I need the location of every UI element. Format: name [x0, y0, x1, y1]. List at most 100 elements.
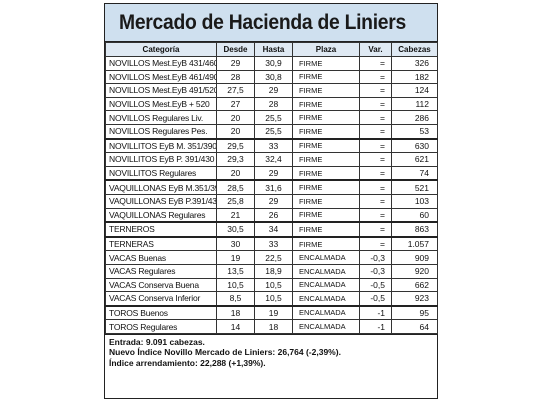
cell-var: =	[359, 96, 392, 112]
cell-cabezas: 95	[391, 304, 438, 321]
table-row: TERNERAS 30 33 FIRME = 1.057	[105, 235, 438, 252]
cell-cabezas: 621	[391, 152, 438, 167]
prices-table: Categoría Desde Hasta Plaza Var. Cabezas…	[105, 42, 438, 334]
cell-categoria: NOVILLOS Mest.EyB 491/520	[105, 83, 217, 98]
table-row: NOVILLOS Regulares Liv. 20 25,5 FIRME = 286	[105, 110, 438, 125]
table-row: VACAS Conserva Buena 10,5 10,5 ENCALMADA -0,…	[105, 277, 438, 293]
market-report-panel: Mercado de Hacienda de Liniers Categoría…	[104, 3, 438, 399]
cell-hasta: 25,5	[254, 123, 293, 140]
table-row: TOROS Regulares 14 18 ENCALMADA -1 64	[105, 319, 438, 334]
cell-desde: 30,5	[216, 221, 255, 238]
cell-categoria: NOVILLITOS EyB M. 351/390	[105, 137, 217, 154]
header-desde: Desde	[216, 42, 255, 57]
cell-var: =	[359, 165, 392, 181]
cell-categoria: TERNEROS	[105, 221, 217, 238]
header-hasta: Hasta	[254, 42, 293, 57]
cell-plaza: FIRME	[292, 83, 360, 98]
cell-categoria: TOROS Buenos	[105, 304, 217, 321]
cell-categoria: NOVILLOS Regulares Liv.	[105, 110, 217, 125]
table-header-row: Categoría Desde Hasta Plaza Var. Cabezas	[105, 42, 438, 57]
cell-desde: 28	[216, 69, 255, 85]
cell-plaza: ENCALMADA	[292, 304, 360, 321]
table-row: NOVILLOS Regulares Pes. 20 25,5 FIRME = 53	[105, 123, 438, 140]
cell-var: =	[359, 207, 392, 223]
header-plaza: Plaza	[292, 42, 360, 57]
cell-var: -1	[359, 304, 392, 321]
table-body: NOVILLOS Mest.EyB 431/460 29 30,9 FIRME = 326…	[105, 56, 438, 334]
cell-var: =	[359, 221, 392, 238]
table-row: NOVILLITOS EyB M. 351/390 29,5 33 FIRME = 630	[105, 137, 438, 154]
header-var: Var.	[359, 42, 392, 57]
cell-var: =	[359, 193, 392, 209]
cell-plaza: FIRME	[292, 69, 360, 85]
cell-hasta: 32,4	[254, 152, 293, 167]
cell-hasta: 19	[254, 304, 293, 321]
footer-indice-novillo: Nuevo Índice Novillo Mercado de Liniers:…	[109, 347, 341, 358]
cell-categoria: NOVILLOS Mest.EyB 431/460	[105, 56, 217, 71]
cell-desde: 10,5	[216, 277, 255, 293]
cell-cabezas: 74	[391, 165, 438, 181]
header-categoria: Categoría	[105, 42, 217, 57]
cell-hasta: 25,5	[254, 110, 293, 125]
table-row: NOVILLOS Mest.EyB 491/520 27,5 29 FIRME = 124	[105, 83, 438, 98]
cell-hasta: 22,5	[254, 250, 293, 265]
cell-var: -1	[359, 319, 392, 334]
cell-plaza: FIRME	[292, 110, 360, 125]
cell-var: =	[359, 123, 392, 140]
cell-plaza: FIRME	[292, 165, 360, 181]
cell-cabezas: 521	[391, 179, 438, 195]
cell-var: -0,3	[359, 263, 392, 279]
cell-desde: 29,3	[216, 152, 255, 167]
cell-var: =	[359, 69, 392, 85]
cell-plaza: FIRME	[292, 193, 360, 209]
table-row: VACAS Regulares 13,5 18,9 ENCALMADA -0,3 920	[105, 263, 438, 279]
cell-cabezas: 60	[391, 207, 438, 223]
cell-desde: 13,5	[216, 263, 255, 279]
cell-desde: 27,5	[216, 83, 255, 98]
cell-var: -0,5	[359, 277, 392, 293]
cell-desde: 8,5	[216, 291, 255, 307]
table-row: NOVILLITOS EyB P. 391/430 29,3 32,4 FIRME = 6…	[105, 152, 438, 167]
cell-var: =	[359, 137, 392, 154]
cell-desde: 25,8	[216, 193, 255, 209]
cell-plaza: FIRME	[292, 56, 360, 71]
cell-desde: 28,5	[216, 179, 255, 195]
cell-var: =	[359, 110, 392, 125]
cell-plaza: ENCALMADA	[292, 291, 360, 307]
table-row: NOVILLOS Mest.EyB 431/460 29 30,9 FIRME = 326	[105, 56, 438, 71]
cell-categoria: VAQUILLONAS EyB M.351/390	[105, 179, 217, 195]
report-title: Mercado de Hacienda de Liniers	[105, 4, 437, 42]
cell-categoria: NOVILLITOS Regulares	[105, 165, 217, 181]
cell-categoria: NOVILLITOS EyB P. 391/430	[105, 152, 217, 167]
footer-entrada: Entrada: 9.091 cabezas.	[109, 336, 205, 347]
table-row: VACAS Conserva Inferior 8,5 10,5 ENCALMADA -…	[105, 291, 438, 307]
cell-plaza: ENCALMADA	[292, 263, 360, 279]
cell-plaza: FIRME	[292, 179, 360, 195]
cell-cabezas: 53	[391, 123, 438, 140]
cell-hasta: 10,5	[254, 291, 293, 307]
cell-categoria: VAQUILLONAS Regulares	[105, 207, 217, 223]
cell-hasta: 18	[254, 319, 293, 334]
cell-desde: 29,5	[216, 137, 255, 154]
cell-desde: 19	[216, 250, 255, 265]
cell-cabezas: 112	[391, 96, 438, 112]
cell-desde: 29	[216, 56, 255, 71]
table-row: NOVILLOS Mest.EyB 461/490 28 30,8 FIRME = 182	[105, 69, 438, 85]
report-footer: Entrada: 9.091 cabezas. Nuevo Índice Nov…	[105, 333, 437, 371]
cell-plaza: FIRME	[292, 123, 360, 140]
cell-categoria: VACAS Conserva Buena	[105, 277, 217, 293]
cell-plaza: FIRME	[292, 137, 360, 154]
cell-plaza: FIRME	[292, 96, 360, 112]
table-row: VAQUILLONAS EyB P.391/430 25,8 29 FIRME = 103	[105, 193, 438, 209]
cell-hasta: 31,6	[254, 179, 293, 195]
cell-hasta: 10,5	[254, 277, 293, 293]
table-row: NOVILLOS Mest.EyB + 520 27 28 FIRME = 112	[105, 96, 438, 112]
footer-indice-arrendamiento: Índice arrendamiento: 22,288 (+1,39%).	[109, 357, 266, 368]
cell-desde: 20	[216, 123, 255, 140]
cell-var: =	[359, 152, 392, 167]
cell-categoria: NOVILLOS Regulares Pes.	[105, 123, 217, 140]
cell-hasta: 30,9	[254, 56, 293, 71]
cell-cabezas: 64	[391, 319, 438, 334]
cell-plaza: ENCALMADA	[292, 319, 360, 334]
cell-hasta: 18,9	[254, 263, 293, 279]
